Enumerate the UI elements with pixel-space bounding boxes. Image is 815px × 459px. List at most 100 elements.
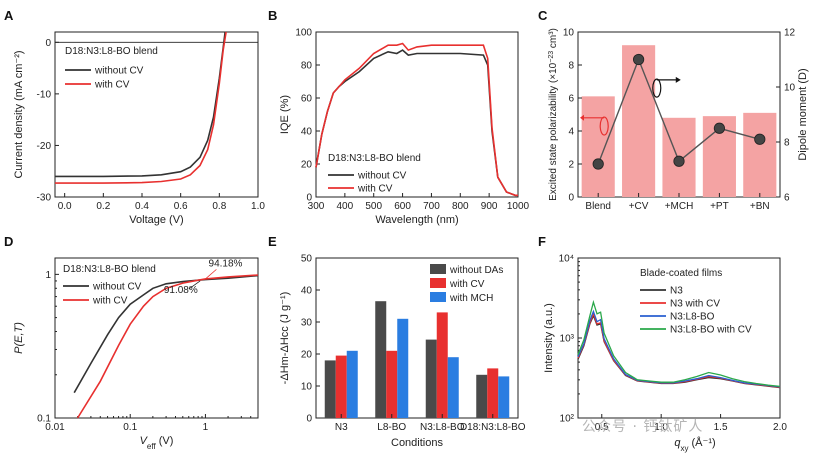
panel-a-series-line-2 bbox=[55, 31, 227, 184]
panel-e-legend-swatch bbox=[430, 264, 446, 274]
panel-d-ytick-label: 1 bbox=[45, 270, 51, 281]
panel-c-right-arrowhead bbox=[675, 76, 681, 83]
panel-a-ytick-label: -10 bbox=[37, 89, 52, 100]
panel-c-ylabel-left: Excited state polarizability (×10−23 cm³… bbox=[548, 28, 560, 201]
panel-c-left-axis-indicator bbox=[599, 116, 609, 136]
panel-e-bar bbox=[375, 301, 387, 418]
panel-e-bar bbox=[425, 339, 437, 418]
panel-c-dipole-point bbox=[713, 122, 726, 134]
panel-f-xtick-label: 1.5 bbox=[714, 422, 728, 433]
panel-f-legend-title: Blade-coated films bbox=[640, 268, 722, 279]
panel-e-legend-swatch bbox=[430, 278, 446, 288]
panel-f-giwaxs-profiles: 0.5 1.0 1.5 2.0 10² 10³ 10⁴ qxy (Å⁻¹) Intensity … bbox=[543, 254, 787, 453]
panel-letter-a: A bbox=[4, 8, 14, 23]
panel-f-xlabel: qxy (Å⁻¹) bbox=[674, 436, 715, 453]
panel-a-xtick-label: 0.4 bbox=[135, 201, 149, 212]
panel-f-ytick-label: 10⁴ bbox=[559, 254, 574, 265]
panel-f-legend-label: N3:L8-BO bbox=[670, 312, 715, 323]
panel-e-legend-swatch bbox=[430, 292, 446, 302]
panel-b-xtick-label: 700 bbox=[423, 201, 440, 212]
panel-a-xtick-label: 0.2 bbox=[96, 201, 110, 212]
panel-a-xtick-label: 0.6 bbox=[174, 201, 188, 212]
panel-c-ytick-label: 10 bbox=[563, 28, 575, 39]
panel-a-xtick-label: 0.0 bbox=[58, 201, 72, 212]
panel-f-plot-frame bbox=[577, 257, 781, 419]
panel-e-bar bbox=[436, 312, 448, 418]
panel-f-legend-label: N3 bbox=[670, 286, 683, 297]
panel-f-xtick-label: 1.0 bbox=[654, 422, 668, 433]
panel-e-ytick-label: 50 bbox=[301, 254, 313, 265]
panel-a-ytick-label: 0 bbox=[45, 38, 51, 49]
panel-d-annotation-without-cv: 91.08% bbox=[164, 285, 198, 296]
panel-e-ytick-label: 10 bbox=[301, 382, 313, 393]
panel-e-ytick-label: 40 bbox=[301, 286, 313, 297]
panel-a-jv-curve: 0.0 0.2 0.4 0.6 0.8 1.0 0 -10 -20 -30 Voltage (V) C… bbox=[13, 31, 265, 226]
panel-letter-b: B bbox=[268, 8, 277, 23]
panel-f-legend-label: N3 with CV bbox=[670, 299, 720, 310]
panel-c-polarizability-dipole: Blend +CV +MCH +PT +BN 0 2 4 6 8 10 6 8 10 12 Excited s… bbox=[548, 28, 810, 213]
panel-a-ytick-label: -20 bbox=[37, 141, 52, 152]
panel-e-xlabel: Conditions bbox=[391, 437, 443, 449]
panel-e-ytick-label: 0 bbox=[306, 414, 312, 425]
panel-d-annotation-arrow-red bbox=[205, 269, 217, 280]
panel-letter-d: D bbox=[4, 234, 13, 249]
panel-e-bar bbox=[476, 374, 488, 418]
panel-c-xtick-label: +BN bbox=[750, 201, 770, 212]
panel-c-bar bbox=[743, 112, 777, 197]
panel-b-xtick-label: 1000 bbox=[507, 201, 530, 212]
panel-c-bar bbox=[622, 45, 656, 198]
panel-a-legend-title: D18:N3:L8-BO blend bbox=[65, 46, 158, 57]
panel-b-ytick-label: 60 bbox=[301, 94, 313, 105]
panel-b-xtick-label: 600 bbox=[394, 201, 411, 212]
panel-a-xlabel: Voltage (V) bbox=[129, 214, 183, 226]
panel-b-xtick-label: 900 bbox=[481, 201, 498, 212]
panel-b-ytick-label: 0 bbox=[306, 193, 312, 204]
panel-e-bar bbox=[346, 350, 358, 418]
panel-f-xtick-label: 2.0 bbox=[773, 422, 787, 433]
panel-b-legend-label: without CV bbox=[357, 171, 407, 182]
panel-e-bar bbox=[487, 368, 499, 418]
panel-f-ytick-label: 10² bbox=[560, 414, 575, 425]
panel-e-xtick-label: N3 bbox=[335, 422, 348, 433]
panel-b-xtick-label: 400 bbox=[337, 201, 354, 212]
panel-f-series-line-4 bbox=[577, 299, 781, 388]
panel-e-legend-label: without DAs bbox=[449, 265, 503, 276]
panel-e-bar bbox=[324, 360, 336, 418]
panel-b-ylabel: IQE (%) bbox=[279, 95, 291, 134]
panel-c-xtick-label: +PT bbox=[710, 201, 729, 212]
panel-b-plot-frame bbox=[315, 31, 519, 198]
panel-c-ytick-label: 6 bbox=[568, 94, 574, 105]
panel-d-plot-frame bbox=[54, 257, 259, 419]
panel-d-legend-title: D18:N3:L8-BO blend bbox=[63, 264, 156, 275]
panel-a-ytick-label: -30 bbox=[37, 193, 52, 204]
panel-e-xtick-label: L8-BO bbox=[377, 422, 406, 433]
panel-d-xtick-label: 1 bbox=[203, 422, 209, 433]
panel-c-bar bbox=[581, 96, 615, 197]
panel-e-bar bbox=[498, 376, 510, 418]
panel-d-legend-label: with CV bbox=[92, 296, 128, 307]
panel-c-y2tick-label: 8 bbox=[784, 138, 790, 149]
panel-c-xtick-label: +MCH bbox=[665, 201, 694, 212]
panel-d-xtick-label: 0.1 bbox=[123, 422, 137, 433]
panel-d-annotation-with-cv: 94.18% bbox=[209, 258, 243, 269]
panel-b-ytick-label: 20 bbox=[301, 160, 313, 171]
panel-b-legend-title: D18:N3:L8-BO blend bbox=[328, 153, 421, 164]
panel-b-series-line-2 bbox=[315, 42, 518, 197]
panel-b-ytick-label: 100 bbox=[295, 28, 312, 39]
panel-b-xtick-label: 300 bbox=[308, 201, 325, 212]
panel-e-bar bbox=[335, 355, 347, 418]
watermark: 公众号 · 钙钛矿人 bbox=[582, 419, 704, 435]
panel-b-iqe-spectrum: 300 400 500 600 700 800 900 1000 0 20 40 60 80 100 Wav… bbox=[279, 28, 530, 227]
panel-d-annotation-arrow-black bbox=[188, 280, 201, 290]
panel-d-series-line-2 bbox=[76, 274, 259, 419]
panel-e-ytick-label: 20 bbox=[301, 350, 313, 361]
panel-c-ytick-label: 8 bbox=[568, 61, 574, 72]
panel-b-xlabel: Wavelength (nm) bbox=[375, 214, 458, 226]
panel-e-xtick-label: N3:L8-BO bbox=[420, 422, 465, 433]
panel-e-bar bbox=[397, 318, 409, 418]
panel-b-xtick-label: 500 bbox=[365, 201, 382, 212]
panel-e-bar bbox=[386, 350, 398, 418]
panel-d-legend-label: without CV bbox=[92, 282, 142, 293]
